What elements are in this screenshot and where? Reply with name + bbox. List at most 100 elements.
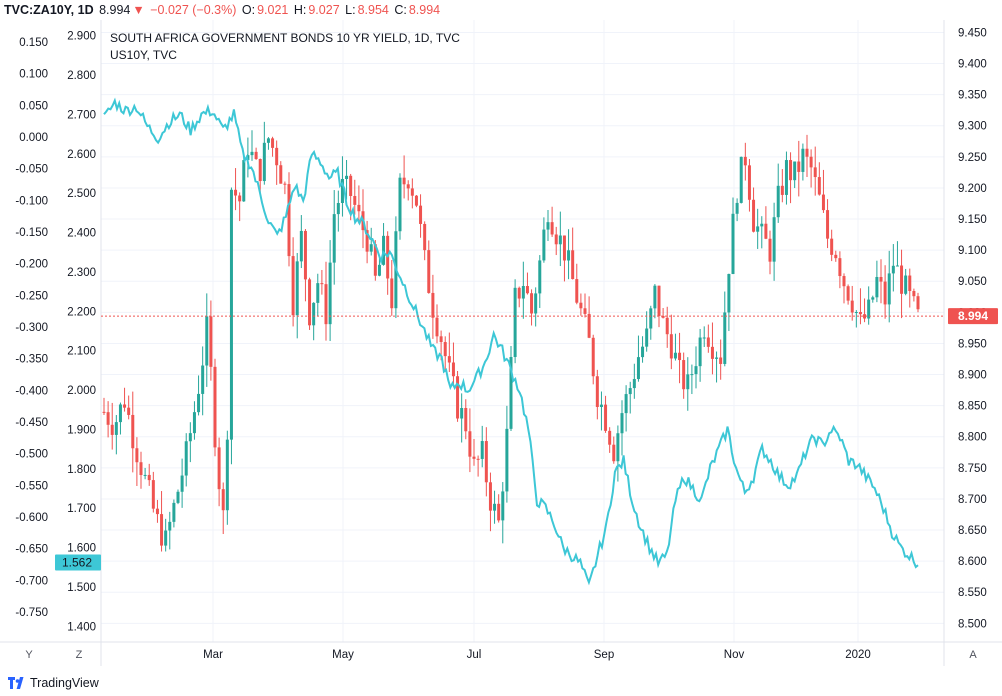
candle-body xyxy=(801,148,805,172)
left-tick-label-spread: -0.550 xyxy=(15,480,48,492)
left-tick-label-us10y: 2.800 xyxy=(67,70,96,82)
left-tick-label-us10y: 1.400 xyxy=(67,621,96,633)
candle-body xyxy=(879,276,883,282)
legend-main: SOUTH AFRICA GOVERNMENT BONDS 10 YR YIEL… xyxy=(110,31,460,45)
right-tick-label: 9.350 xyxy=(958,90,987,102)
candle-body xyxy=(147,474,151,481)
brand-footer[interactable]: TradingView xyxy=(8,676,99,690)
a-button-label[interactable]: A xyxy=(969,649,977,661)
candle-body xyxy=(340,179,344,204)
right-tick-label: 8.850 xyxy=(958,401,987,413)
candle-body xyxy=(554,234,558,245)
left-tick-label-spread: -0.650 xyxy=(15,544,48,556)
right-tick-label: 9.400 xyxy=(958,59,987,71)
left-tick-label-spread: 0.150 xyxy=(19,37,48,49)
x-tick-label: 2020 xyxy=(845,649,871,661)
candle-body xyxy=(706,337,710,347)
x-tick-label: May xyxy=(332,649,354,661)
symbol-label[interactable]: TVC:ZA10Y, 1D xyxy=(4,3,94,17)
candle-body xyxy=(266,138,270,143)
candle-body xyxy=(575,279,579,303)
candle-body xyxy=(731,213,735,274)
candle-body xyxy=(279,165,283,184)
left-tick-label-us10y: 2.100 xyxy=(67,346,96,358)
candle-body xyxy=(443,342,447,357)
candle-body xyxy=(628,388,632,395)
candle-body xyxy=(719,357,723,364)
y-scale-button[interactable]: Y xyxy=(18,646,40,662)
left-tick-label-spread: -0.150 xyxy=(15,227,48,239)
candle-body xyxy=(756,226,760,232)
auto-scale-button[interactable]: A xyxy=(962,646,984,662)
candle-body xyxy=(710,346,714,359)
us10y-line xyxy=(103,97,919,586)
candle-body xyxy=(316,283,320,303)
z-button-label[interactable]: Z xyxy=(76,649,83,661)
candle-body xyxy=(201,365,205,394)
low-label: L: xyxy=(345,3,356,17)
candle-body xyxy=(439,336,443,343)
right-tick-label: 9.150 xyxy=(958,214,987,226)
candle-body xyxy=(472,456,476,459)
candle-body xyxy=(595,376,599,407)
candle-body xyxy=(854,312,858,314)
left-tick-label-us10y: 2.500 xyxy=(67,188,96,200)
candle-body xyxy=(164,530,168,546)
down-arrow-icon: ▼ xyxy=(132,3,145,17)
candle-body xyxy=(735,202,739,214)
candle-body xyxy=(155,508,159,515)
candle-body xyxy=(571,250,575,280)
candle-body xyxy=(180,475,184,492)
candle-body xyxy=(682,360,686,390)
candle-body xyxy=(784,160,788,195)
candle-body xyxy=(821,194,825,211)
candle-body xyxy=(102,411,106,413)
candle-body xyxy=(291,256,295,316)
close-value: 8.994 xyxy=(408,3,441,17)
candle-body xyxy=(213,366,217,448)
candle-body xyxy=(809,156,813,168)
right-tick-label: 8.500 xyxy=(958,618,987,630)
overlay-last-badge-label: 1.562 xyxy=(62,555,92,569)
candle-body xyxy=(509,357,513,429)
left-tick-label-spread: -0.250 xyxy=(15,290,48,302)
candle-body xyxy=(476,458,480,460)
candle-body xyxy=(698,337,702,367)
candle-body xyxy=(534,293,538,314)
y-button-label[interactable]: Y xyxy=(25,649,33,661)
left-axis-us-spread[interactable]: 0.150 0.100 0.050 0.000 -0.050 -0.100 -0.150 -0… xyxy=(15,37,48,619)
left-axis-us10y[interactable]: 2.900 2.800 2.700 2.600 2.500 2.400 2.300 2.200… xyxy=(67,31,96,634)
z-scale-button[interactable]: Z xyxy=(68,646,90,662)
right-tick-label: 9.200 xyxy=(958,183,987,195)
high-value: 9.027 xyxy=(308,3,340,17)
candle-body xyxy=(242,160,246,202)
candle-body xyxy=(916,296,920,310)
candle-body xyxy=(867,299,871,319)
candle-body xyxy=(608,430,612,445)
grid-lines xyxy=(101,20,944,642)
candle-body xyxy=(131,414,135,449)
candle-body xyxy=(538,260,542,294)
ohlc-header: TVC:ZA10Y, 1D 8.994 ▼ −0.027 (−0.3%) O: 9.… xyxy=(4,3,442,19)
candle-body xyxy=(875,276,879,298)
right-axis-za10y[interactable]: 9.450 9.400 9.350 9.300 9.250 9.200 9.150 9.100… xyxy=(958,27,987,630)
candle-body xyxy=(447,356,451,363)
right-tick-label: 8.600 xyxy=(958,556,987,568)
candle-body xyxy=(743,156,747,166)
candle-body xyxy=(723,312,727,364)
candle-body xyxy=(406,184,410,189)
time-axis[interactable]: Mar May Jul Sep Nov 2020 xyxy=(203,649,871,661)
candle-body xyxy=(776,185,780,218)
candle-body xyxy=(427,250,431,293)
left-tick-label-us10y: 2.400 xyxy=(67,228,96,240)
candle-body xyxy=(419,205,423,224)
candle-body xyxy=(690,374,694,376)
left-tick-label-spread: -0.400 xyxy=(15,385,48,397)
candle-body xyxy=(464,408,468,432)
candle-body xyxy=(312,302,316,326)
candle-body xyxy=(357,204,361,212)
candle-body xyxy=(715,357,719,359)
candle-body xyxy=(209,316,213,367)
candle-body xyxy=(760,223,764,227)
